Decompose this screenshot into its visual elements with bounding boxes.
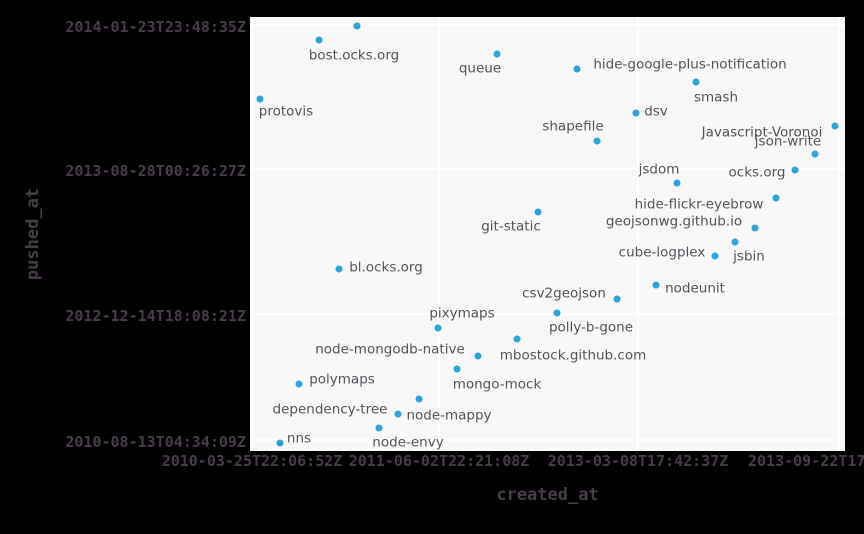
gridline-y-3 [250,439,845,441]
x-tick-label-2: 2013-03-08T17:42:37Z [547,452,729,470]
point-label-shapefile: shapefile [542,118,604,135]
scatter-dot-bost.ocks.org [315,36,323,44]
x-tick-label-0: 2010-03-25T22:06:52Z [161,452,343,470]
scatter-dot-jsdom [673,179,681,187]
scatter-dot-cube-logplex [711,252,719,260]
gridline-x-2 [637,17,639,451]
point-label-mongo-mock: mongo-mock [452,376,542,393]
point-label-geojsonwg.github.io: geojsonwg.github.io [605,213,743,230]
point-label-pixymaps: pixymaps [429,305,495,322]
plot-area: bost.ocks.org queue hide-google-plus-notif… [250,17,845,451]
x-tick-label-3: 2013-09-22T17 [748,452,864,470]
scatter-dot-protovis [256,95,264,103]
scatter-dot-mbostock.github.com [513,335,521,343]
scatter-dot-hide-flickr-eyebrow [772,194,780,202]
point-label-dependency-tree: dependency-tree [272,401,388,418]
scatter-dot-nodeunit [652,281,660,289]
scatter-dot-shapefile [593,137,601,145]
y-tick-label-1: 2013-08-28T00:26:27Z [65,162,246,180]
point-label-jsbin: jsbin [733,248,765,265]
point-label-ocks.org: ocks.org [728,164,786,181]
scatter-dot-polly-b-gone [553,309,561,317]
scatter-dot-unlabeled [353,22,361,30]
y-tick-label-3: 2010-08-13T04:34:09Z [65,433,246,451]
point-label-polly-b-gone: polly-b-gone [548,319,634,336]
scatter-dot-node-envy [375,424,383,432]
scatter-dot-json-write [811,150,819,158]
point-label-protovis: protovis [258,103,314,120]
point-label-nns: nns [286,430,312,447]
gridline-x-3 [838,17,840,451]
scatter-dot-git-static [534,208,542,216]
y-tick-label-2: 2012-12-14T18:08:21Z [65,307,246,325]
point-label-bost.ocks.org: bost.ocks.org [308,47,400,64]
scatter-dot-dsv [632,109,640,117]
point-label-nodeunit: nodeunit [665,280,725,297]
point-label-node-mongodb-native: node-mongodb-native [315,341,465,358]
scatter-dot-hide-google-plus-notification [573,65,581,73]
gridline-y-1 [250,168,845,170]
point-label-hide-flickr-eyebrow: hide-flickr-eyebrow [634,196,764,213]
scatter-dot-pixymaps [434,324,442,332]
scatter-dot-csv2geojson [613,295,621,303]
point-label-jsdom: jsdom [638,161,680,178]
scatter-dot-smash [692,78,700,86]
scatter-dot-queue [493,50,501,58]
point-label-mbostock.github.com: mbostock.github.com [499,347,647,364]
point-label-queue: queue [458,60,502,77]
gridline-y-0 [250,24,845,26]
point-label-csv2geojson: csv2geojson [522,285,606,302]
x-axis-title: created_at [496,485,599,505]
point-label-node-envy: node-envy [372,434,444,451]
point-label-bl.ocks.org: bl.ocks.org [349,259,423,276]
scatter-dot-bl.ocks.org [335,265,343,273]
point-label-node-mappy: node-mappy [406,407,492,424]
point-label-dsv: dsv [644,103,668,120]
gridline-x-1 [438,17,440,451]
y-tick-label-0: 2014-01-23T23:48:35Z [65,18,246,36]
gridline-x-0 [251,17,253,451]
scatter-dot-node-mongodb-native [474,352,482,360]
point-label-polymaps: polymaps [309,371,375,388]
scatter-dot-jsbin [731,238,739,246]
y-axis-title: pushed_at [23,187,43,281]
x-tick-label-1: 2011-06-02T22:21:08Z [348,452,530,470]
point-label-hide-google-plus-notification: hide-google-plus-notification [593,56,787,73]
scatter-dot-Javascript-Voronoi [831,122,839,130]
scatter-dot-mongo-mock [453,365,461,373]
scatter-dot-nns [276,439,284,447]
scatter-dot-node-mappy [415,395,423,403]
scatter-dot-ocks.org [791,166,799,174]
point-label-smash: smash [693,89,739,106]
point-label-json-write: json-write [754,133,822,150]
scatter-dot-polymaps [295,380,303,388]
point-label-git-static: git-static [481,218,541,235]
point-label-Javascript-Voronoi: Javascript-Voronoi [701,124,823,141]
scatter-dot-geojsonwg.github.io [751,224,759,232]
point-label-cube-logplex: cube-logplex [618,244,706,261]
gridline-y-2 [250,313,845,315]
scatter-dot-dependency-tree [394,410,402,418]
